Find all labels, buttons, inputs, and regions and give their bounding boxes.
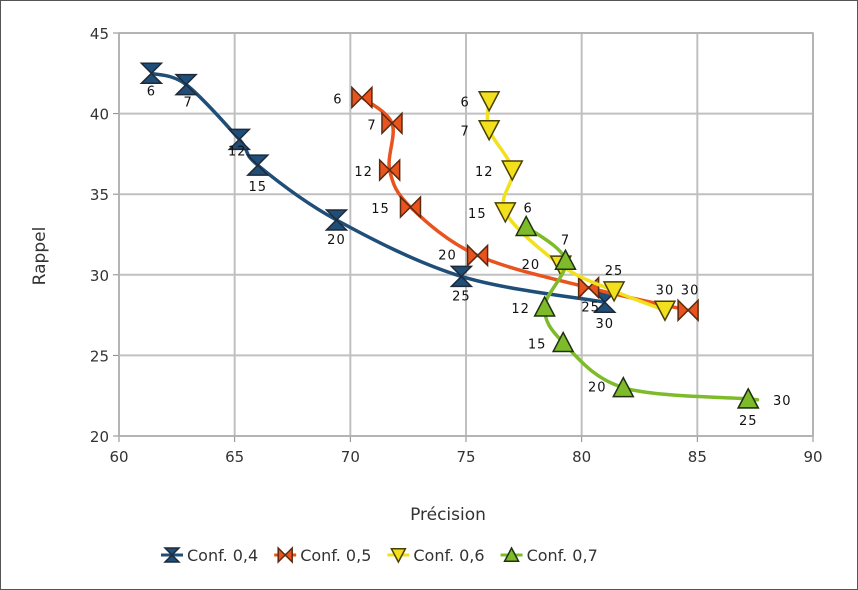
hourglass-marker (227, 128, 252, 151)
hourglass-marker (174, 73, 198, 96)
hourglass-marker (324, 209, 349, 231)
point-label: 6 (147, 84, 156, 99)
point-label: 30 (681, 283, 700, 298)
point-label: 12 (354, 165, 373, 180)
y-tick-label: 20 (90, 428, 109, 446)
bowtie-marker (399, 195, 422, 219)
triangle-down-marker (390, 547, 407, 564)
triangle-up-marker (551, 330, 575, 353)
point-label: 25 (581, 301, 600, 316)
series-line (525, 225, 760, 402)
legend-item-1: Conf. 0,4 (161, 546, 258, 565)
triangle-down-marker (477, 119, 501, 142)
point-label: 20 (522, 258, 541, 273)
y-tick-label: 40 (90, 106, 109, 124)
x-tick-label: 85 (688, 448, 707, 466)
point-label: 7 (561, 233, 570, 248)
point-label: 6 (333, 92, 342, 107)
x-axis-title: Précision (410, 505, 486, 525)
x-tick-label: 65 (225, 448, 244, 466)
point-label: 25 (605, 264, 624, 279)
point-label: 15 (371, 202, 390, 217)
triangle-down-marker (653, 300, 677, 322)
legend: Conf. 0,4 Conf. 0,5 Conf. 0,6 Conf. 0,7 (161, 546, 598, 565)
point-label: 20 (588, 381, 607, 396)
x-tick-label: 80 (572, 448, 591, 466)
legend-item-4: Conf. 0,7 (500, 546, 598, 565)
hourglass-marker (163, 547, 181, 563)
legend-label: Conf. 0,6 (413, 546, 484, 565)
series-4 (514, 214, 760, 409)
point-label: 6 (524, 201, 533, 216)
triangle-up-marker (503, 546, 520, 563)
legend-label: Conf. 0,4 (187, 546, 258, 565)
y-tick-label: 45 (90, 25, 109, 43)
series-layer (139, 62, 760, 409)
point-label: 30 (596, 317, 615, 332)
x-tick-label: 60 (109, 448, 128, 466)
point-label: 15 (528, 338, 547, 353)
point-label: 25 (739, 414, 758, 429)
x-tick-label: 70 (341, 448, 360, 466)
point-label: 6 (460, 96, 469, 111)
point-label: 30 (773, 394, 792, 409)
x-tick-label: 90 (803, 448, 822, 466)
y-tick-label: 25 (90, 347, 109, 365)
plot-border (118, 32, 814, 437)
point-label: 7 (460, 125, 469, 140)
grid-lines (118, 32, 814, 437)
point-label: 7 (367, 118, 376, 133)
bowtie-marker (378, 158, 401, 182)
hourglass-marker (449, 265, 474, 288)
triangle-up-marker (514, 214, 538, 237)
bowtie-marker (677, 298, 699, 323)
series-2 (351, 85, 699, 323)
point-label: 20 (438, 248, 457, 263)
point-label: 30 (656, 283, 675, 298)
point-label: 12 (511, 302, 530, 317)
triangle-up-marker (612, 376, 635, 398)
triangle-down-marker (477, 90, 501, 113)
triangle-up-marker (554, 248, 577, 271)
y-axis-title: Rappel (30, 227, 50, 286)
triangle-up-marker (736, 387, 760, 409)
point-label: 15 (249, 180, 268, 195)
point-label: 15 (468, 207, 487, 222)
triangle-up-marker (533, 295, 556, 317)
legend-item-2: Conf. 0,5 (274, 546, 371, 565)
series-1 (139, 62, 617, 313)
point-label: 25 (452, 289, 471, 304)
point-label: 12 (475, 165, 494, 180)
legend-item-3: Conf. 0,6 (387, 546, 485, 565)
point-label: 20 (327, 233, 346, 248)
triangle-down-marker (501, 160, 524, 182)
legend-label: Conf. 0,7 (527, 546, 598, 565)
y-tick-label: 35 (90, 186, 109, 204)
triangle-down-marker (602, 281, 626, 303)
bowtie-marker (351, 85, 373, 110)
x-tick-label: 75 (456, 448, 475, 466)
point-label: 12 (228, 144, 247, 159)
triangle-down-marker (494, 202, 517, 224)
bowtie-marker (381, 111, 403, 136)
legend-label: Conf. 0,5 (300, 546, 371, 565)
bowtie-marker (277, 546, 293, 564)
hourglass-marker (139, 62, 164, 85)
point-label: 7 (183, 96, 192, 111)
y-tick-label: 30 (90, 267, 109, 285)
bowtie-marker (466, 243, 489, 268)
hourglass-marker (245, 154, 270, 176)
